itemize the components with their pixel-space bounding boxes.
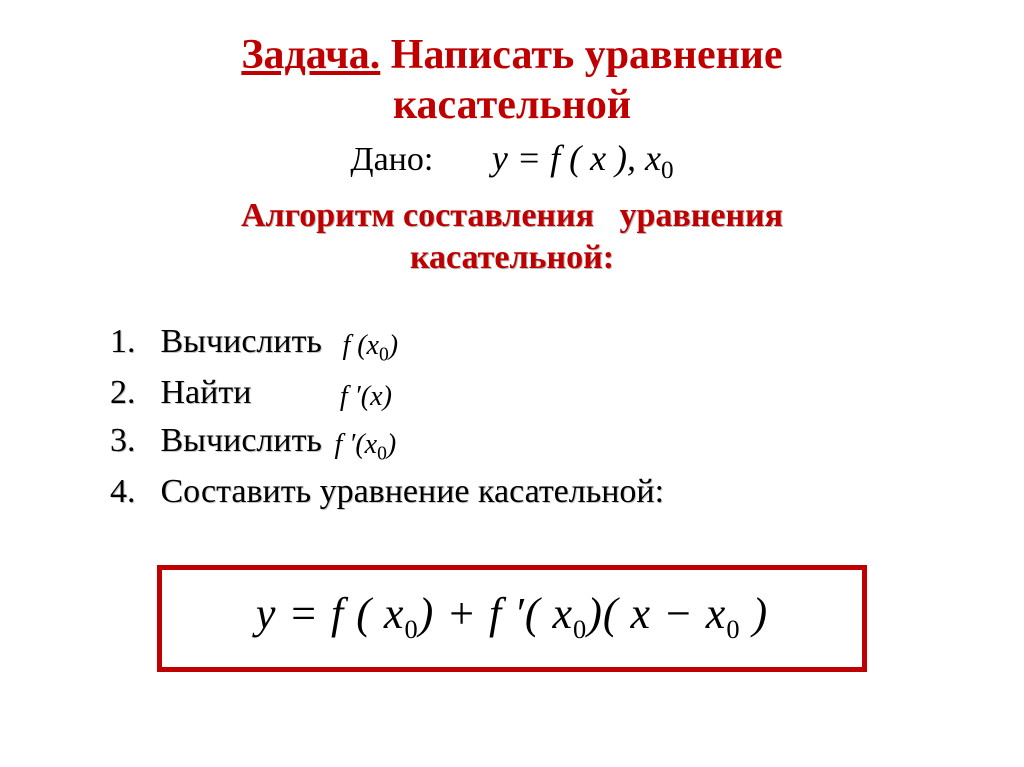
slide-title: Задача. Написать уравнение касательной	[70, 30, 954, 131]
steps-list: 1. Вычислить f (x0) 2. Найти f ′(x) 3. В…	[110, 318, 954, 515]
formula-seg: ) + f ′( x	[419, 589, 573, 638]
step-label: Вычислить	[161, 422, 322, 459]
tangent-formula: y = f ( x0) + f ′( x0)( x − x0 )	[256, 589, 768, 638]
given-formula-sub: 0	[661, 157, 674, 184]
step-label: Найти	[161, 374, 252, 411]
list-item: 2. Найти f ′(x)	[110, 369, 954, 417]
formula-sub: 0	[573, 614, 587, 644]
formula-box: y = f ( x0) + f ′( x0)( x − x0 )	[157, 565, 867, 672]
expr-pre: f (x	[342, 330, 379, 361]
step-expression: f ′(x0)	[330, 429, 396, 460]
list-item: 3. Вычислить f ′(x0)	[110, 417, 954, 468]
step-label: Вычислить	[161, 323, 322, 360]
title-underlined: Задача.	[241, 32, 380, 78]
algo-line-2: касательной:	[410, 239, 614, 276]
given-label: Дано:	[350, 141, 433, 179]
title-line-2: касательной	[393, 82, 631, 128]
given-formula-main: y = f ( x ), x	[492, 138, 661, 178]
step-number: 2.	[110, 369, 152, 417]
given-line: Дано: y = f ( x ), x0	[70, 137, 954, 185]
formula-seg: y = f ( x	[256, 589, 405, 638]
title-rest-1: Написать уравнение	[380, 32, 782, 78]
formula-sub: 0	[726, 614, 740, 644]
step-number: 1.	[110, 318, 152, 366]
expr-pre: f ′(x	[334, 429, 377, 460]
list-item: 1. Вычислить f (x0)	[110, 318, 954, 369]
formula-sub: 0	[404, 614, 418, 644]
expr-post: )	[389, 330, 398, 361]
expr-sub: 0	[377, 443, 387, 464]
expr-post: )	[387, 429, 396, 460]
step-expression: f ′(x)	[260, 381, 392, 412]
expr-pre: f ′(x)	[340, 381, 392, 412]
step-number: 4.	[110, 468, 152, 516]
formula-seg: )	[741, 589, 769, 638]
expr-sub: 0	[379, 345, 389, 366]
formula-seg: )( x − x	[587, 589, 726, 638]
slide: Задача. Написать уравнение касательной Д…	[0, 0, 1024, 767]
algorithm-heading: Алгоритм составления уравнения касательн…	[70, 195, 954, 280]
given-formula: y = f ( x ), x0	[492, 137, 674, 185]
step-expression: f (x0)	[330, 330, 398, 361]
list-item: 4. Составить уравнение касательной:	[110, 468, 954, 516]
step-label: Составить уравнение касательной:	[161, 473, 665, 510]
step-number: 3.	[110, 417, 152, 465]
algo-line-1: Алгоритм составления уравнения	[241, 197, 783, 234]
